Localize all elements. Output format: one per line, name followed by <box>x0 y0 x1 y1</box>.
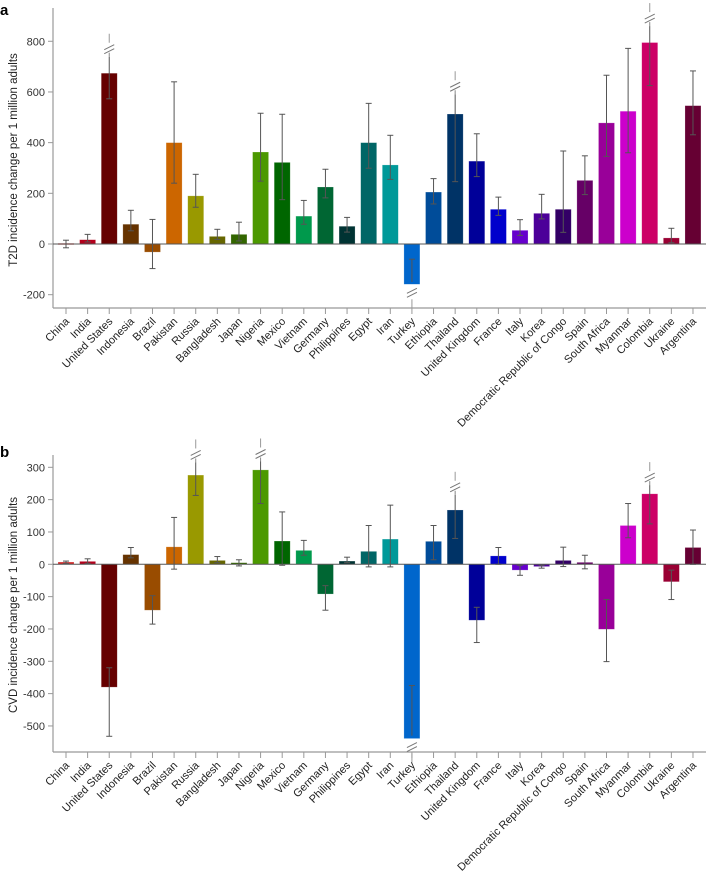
axis-break-icon <box>255 449 266 459</box>
x-tick-label: China <box>43 315 72 344</box>
axis-break-icon <box>190 450 201 460</box>
axis-break-icon <box>644 472 655 483</box>
y-axis-label-b: CVD incidence change per 1 million adult… <box>8 497 20 713</box>
y-tick-label: -200 <box>23 290 45 302</box>
y-tick-label: -400 <box>23 689 45 701</box>
axis-break-icon <box>449 81 461 92</box>
axis-break-icon <box>406 287 418 298</box>
chart-cvd: -500-400-300-200-1000100200300ChinaIndia… <box>23 438 706 874</box>
y-tick-label: 0 <box>39 559 45 571</box>
y-tick-label: 0 <box>39 239 45 251</box>
y-tick-label: 400 <box>27 138 45 150</box>
axis-break-icon <box>104 44 115 55</box>
axis-break-icon <box>406 742 418 753</box>
y-tick-label: 100 <box>27 527 45 539</box>
axis-break-icon <box>644 13 655 24</box>
x-tick-label: China <box>43 759 72 788</box>
y-tick-label: 800 <box>27 36 45 48</box>
x-tick-label: Egypt <box>346 316 374 344</box>
y-tick-label: 200 <box>27 188 45 200</box>
y-axis-label-a: T2D incidence change per 1 million adult… <box>8 53 20 267</box>
y-tick-label: -200 <box>23 624 45 636</box>
y-tick-label: 200 <box>27 495 45 507</box>
axis-break-icon <box>449 482 461 493</box>
panel-label-b: b <box>0 444 9 461</box>
panel-label-a: a <box>0 2 9 19</box>
x-tick-label: Egypt <box>346 760 374 788</box>
y-tick-label: 600 <box>27 87 45 99</box>
y-tick-label: 300 <box>27 462 45 474</box>
y-tick-label: -300 <box>23 656 45 668</box>
y-tick-label: -500 <box>23 721 45 733</box>
y-tick-label: -100 <box>23 592 45 604</box>
